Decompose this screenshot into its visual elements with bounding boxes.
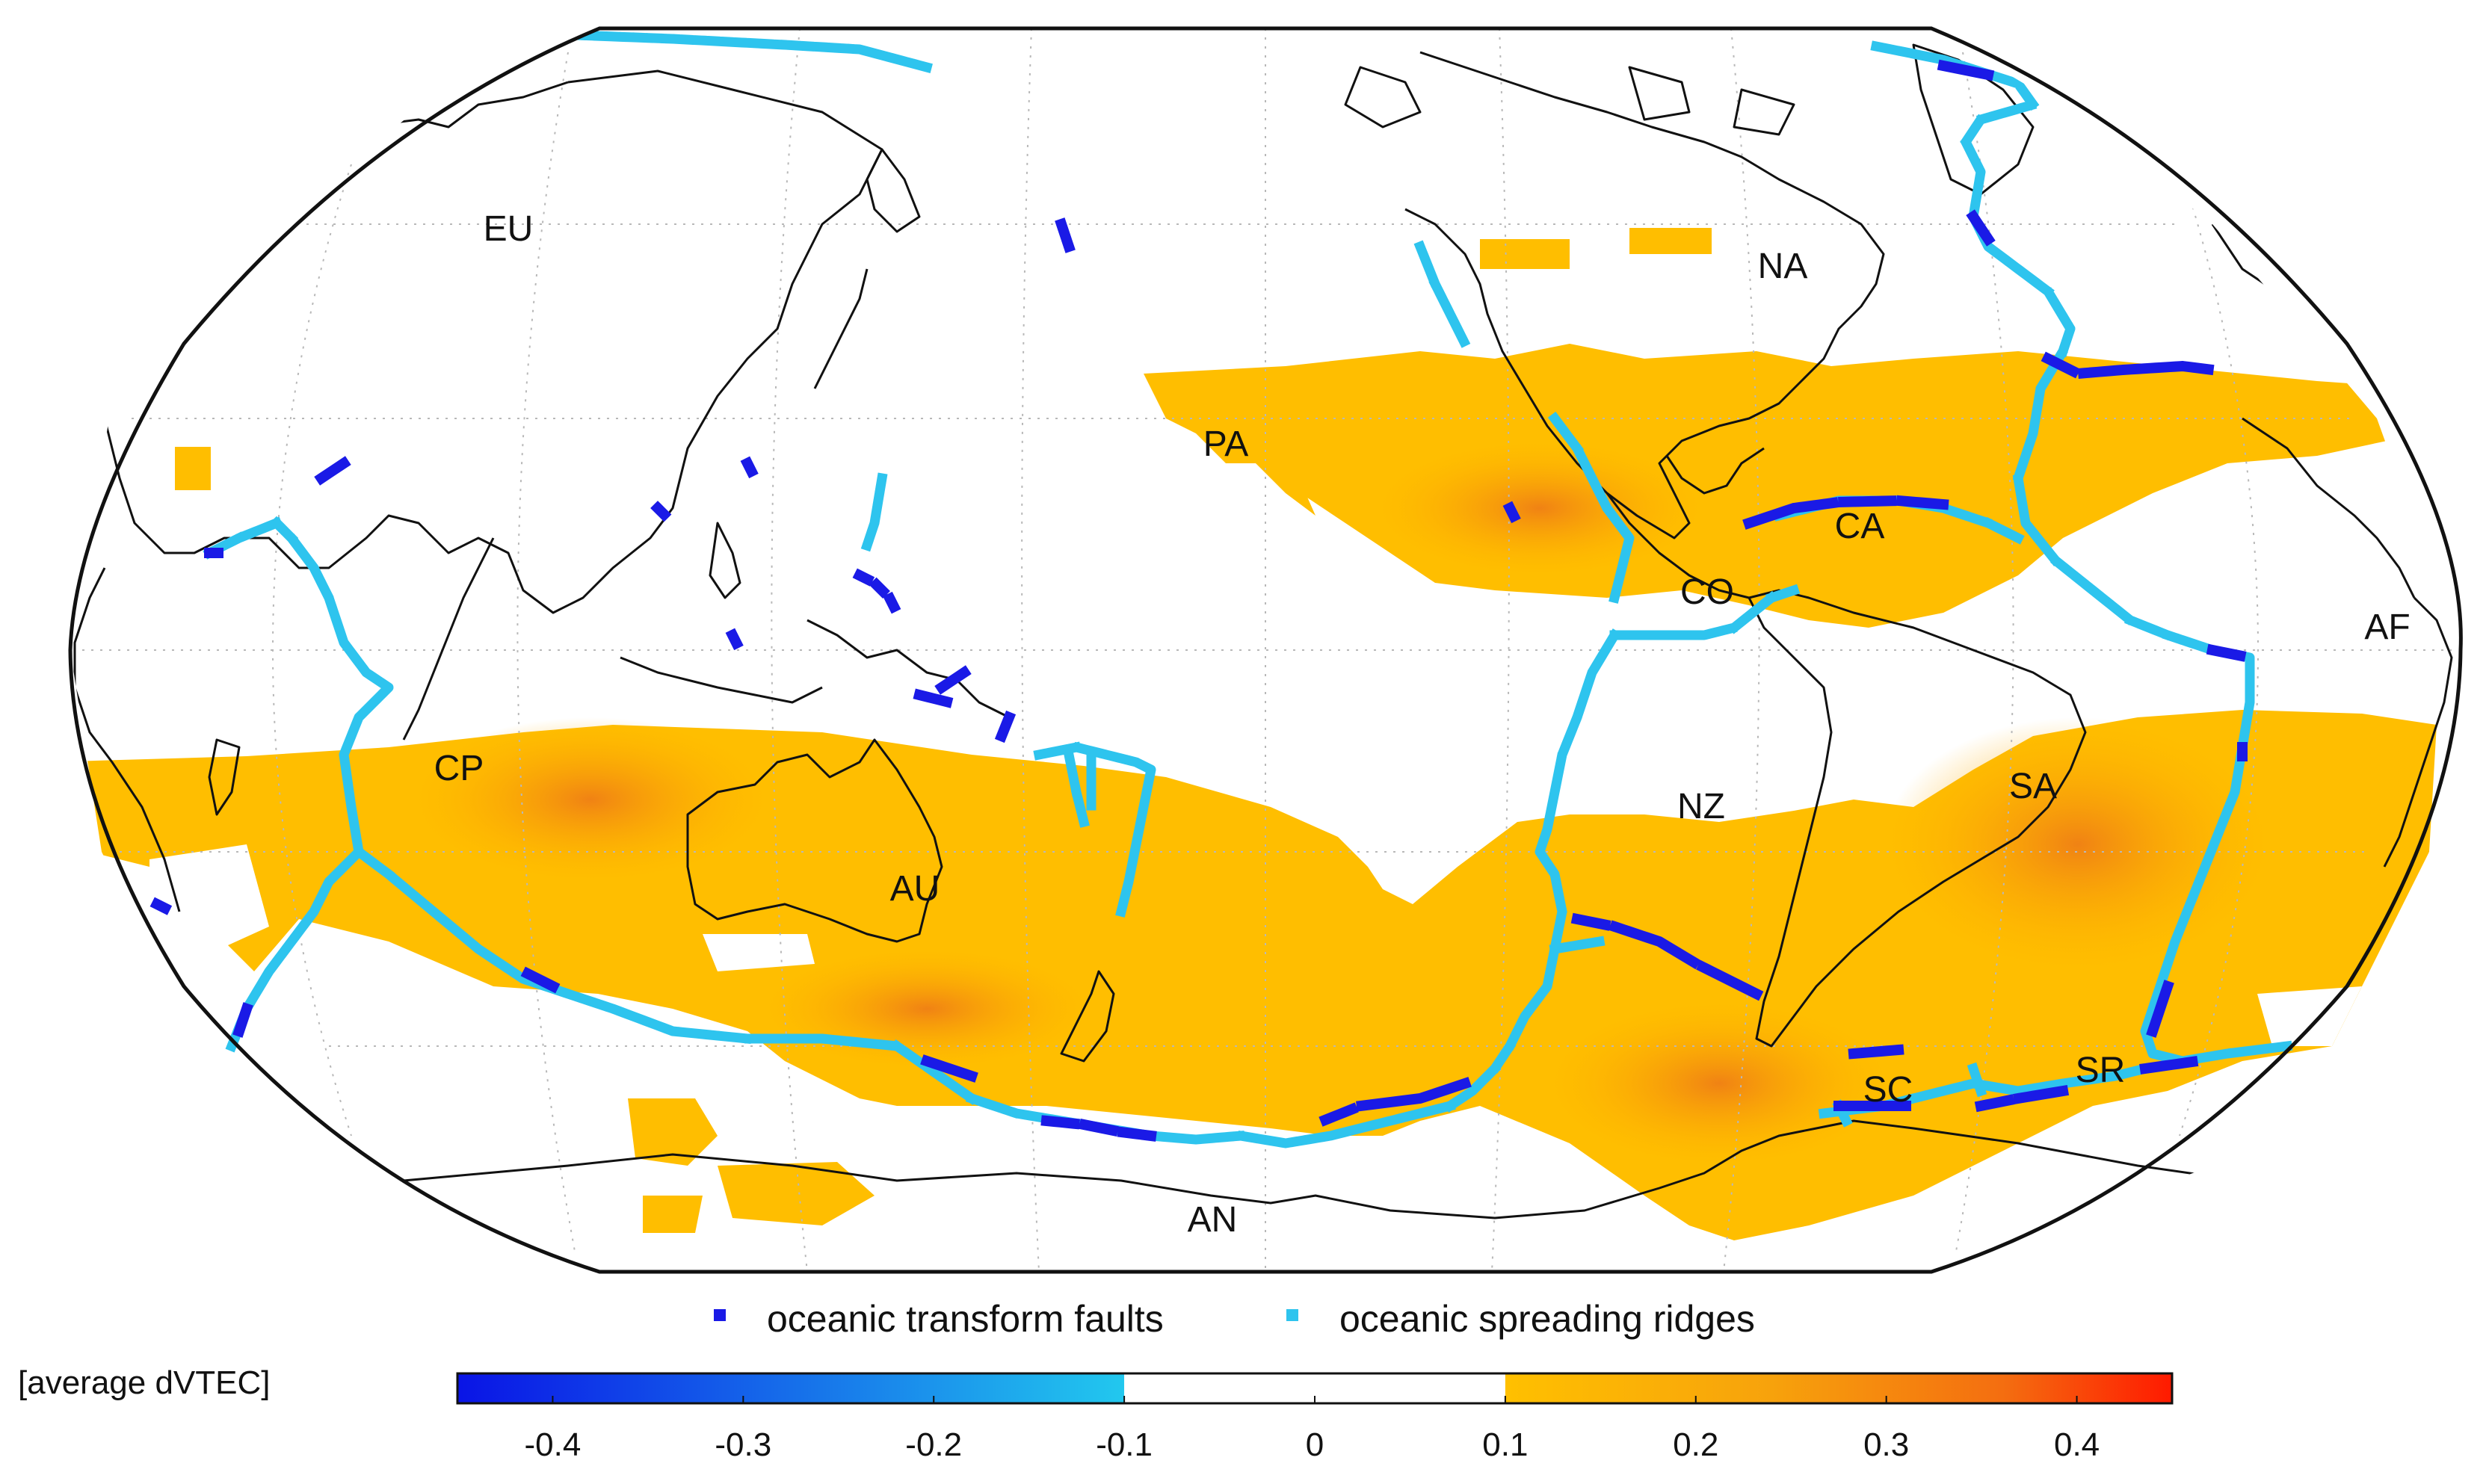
dvtec-gap-se (2257, 986, 2362, 1046)
colorbar-tick-label: 0 (1306, 1426, 1324, 1463)
coast-india (402, 537, 495, 741)
dvtec-patch-arctic-1 (1480, 239, 1570, 269)
colorbar-tick-label: 0.1 (1482, 1426, 1528, 1463)
coast-philippines (709, 522, 741, 599)
ridge-juan-de-fuca (1413, 240, 1472, 350)
ridge-fiji (1033, 742, 1156, 918)
fault-atlantic-arctic (1055, 217, 1525, 531)
coast-japan (813, 268, 869, 389)
plate-label-sc: SC (1863, 1070, 1913, 1110)
colorbar-tick-label: -0.3 (715, 1426, 771, 1463)
fault-western-pacific (650, 456, 1017, 743)
legend-transform-label: oceanic transform faults (767, 1298, 1164, 1340)
legend-transform-marker (714, 1309, 726, 1321)
ridge-central-indian (269, 516, 394, 858)
ridge-gulf-california (1547, 411, 1635, 604)
legend-ridge-label: oceanic spreading ridges (1339, 1298, 1755, 1340)
plate-boundaries (149, 29, 2293, 1148)
colorbar-tick-label: -0.2 (905, 1426, 962, 1463)
fault-indian-ridge (314, 456, 351, 486)
plate-label-nz: NZ (1677, 787, 1725, 826)
colorbar-positive-segment (1505, 1373, 2172, 1403)
legend: oceanic transform faults oceanic spreadi… (714, 1298, 1755, 1340)
dvtec-patch-antarctic-2 (718, 1162, 875, 1225)
ridge-cocos (1765, 584, 1801, 605)
dvtec-hotspot-co (1375, 441, 1704, 575)
colorbar-bar (456, 1372, 2174, 1405)
graticule (82, 28, 2452, 1272)
dvtec-anomaly-regions (70, 228, 2437, 1240)
dvtec-patch-arctic-2 (1629, 228, 1712, 254)
globe-outline (68, 26, 2463, 1274)
ridge-chile (1549, 936, 1606, 955)
oceanic-transform-faults (149, 59, 2257, 1142)
dvtec-hotspot-sc (1547, 1001, 1891, 1166)
fault-pacific-antarctic (1040, 1077, 1472, 1142)
coast-africa-east (2383, 596, 2453, 868)
coast-central-america (1606, 492, 1750, 599)
coast-antarctica (403, 1119, 2243, 1219)
plate-label-na: NA (1758, 247, 1808, 286)
colorbar-tick-label: -0.4 (525, 1426, 582, 1463)
globe: EU NA PA CA CO AF CP AU NZ SA SC SR AN (68, 26, 2463, 1274)
coast-gulf-mexico (1665, 447, 1765, 495)
colorbar-label: [average dVTEC] (18, 1364, 271, 1401)
plate-label-au: AU (890, 869, 940, 909)
dvtec-patch-arabia (175, 447, 211, 490)
colorbar-negative-segment (457, 1373, 1125, 1403)
colorbar: [average dVTEC] -0.4 -0.3 -0.2 -0.1 0 0.1 0.2 0… (18, 1364, 2174, 1463)
ridge-east-pacific-rise (1443, 628, 1621, 1113)
plate-label-sr: SR (2076, 1051, 2126, 1090)
oceanic-spreading-ridges (203, 29, 2293, 1148)
ridge-arctic (552, 29, 933, 73)
colorbar-tick-label: 0.2 (1673, 1426, 1718, 1463)
dvtec-region-pa-tongue (1166, 418, 1316, 516)
coast-africa-north (2242, 417, 2416, 599)
plate-label-pa: PA (1203, 424, 1248, 464)
plate-label-af: AF (2364, 607, 2410, 647)
dvtec-hotspot-cp (411, 717, 770, 882)
plate-label-eu: EU (484, 209, 534, 249)
coast-madagascar (208, 738, 241, 816)
dvtec-hotspot-au-south (762, 949, 1091, 1069)
dvtec-patch-antarctic-3 (643, 1196, 703, 1233)
dvtec-hotspot-sa (1884, 717, 2272, 971)
coast-kamchatka (866, 148, 921, 233)
coast-new-zealand (1060, 970, 1115, 1063)
fault-caribbean (1742, 495, 1949, 530)
colorbar-tick-label: 0.3 (1863, 1426, 1909, 1463)
dvtec-gap-west (149, 844, 269, 964)
colorbar-tick-label: 0.4 (2054, 1426, 2100, 1463)
plate-labels: EU NA PA CA CO AF CP AU NZ SA SC SR AN (434, 209, 2411, 1240)
fault-southwest-indian (149, 897, 253, 1038)
colorbar-ticks: -0.4 -0.3 -0.2 -0.1 0 0.1 0.2 0.3 0.4 (525, 1396, 2100, 1463)
coast-north-america (1404, 51, 1885, 540)
coast-indonesia (620, 619, 1010, 719)
ridge-tonga (1063, 749, 1097, 828)
dvtec-patch-antarctic-1 (628, 1098, 718, 1166)
coast-arctic-islands (1344, 66, 1795, 136)
fault-scotia (1833, 1044, 2070, 1113)
ridge-mid-atlantic (1870, 40, 2293, 1066)
plate-label-cp: CP (434, 749, 484, 788)
legend-ridge-marker (1286, 1309, 1298, 1321)
plate-label-ca: CA (1835, 507, 1885, 546)
ridge-west-pacific-arc (860, 472, 888, 552)
plate-label-co: CO (1680, 572, 1734, 612)
fault-southeast-indian (516, 964, 978, 1083)
dvtec-gap-australia (703, 934, 815, 971)
fault-chile-ridge (1570, 912, 1764, 1001)
coast-australia (686, 738, 943, 943)
plate-label-an: AN (1188, 1200, 1238, 1240)
fault-mid-atlantic-segments (1937, 59, 2257, 1075)
ridge-southeast-indian (351, 844, 979, 1106)
coast-africa-west (73, 567, 181, 912)
coast-south-america (1748, 589, 2087, 1048)
ridge-galapagos (1609, 590, 1779, 640)
colorbar-tick-label: -0.1 (1096, 1426, 1153, 1463)
plate-label-sa: SA (2009, 767, 2057, 806)
